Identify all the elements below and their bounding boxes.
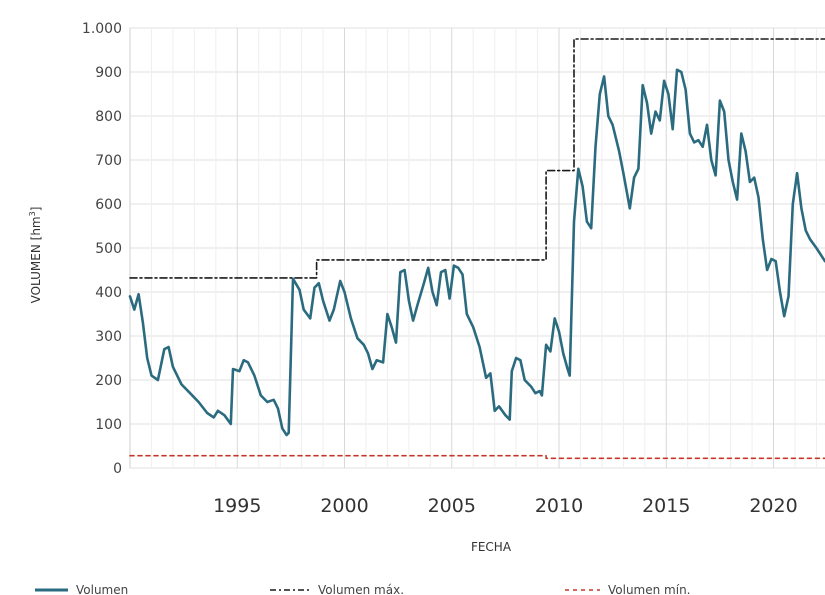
y-tick-label-0: 0 xyxy=(113,461,122,477)
series-line-volumen-m-n xyxy=(129,454,825,460)
y-tick-label-600: 600 xyxy=(95,197,122,213)
y-tick-label-800: 800 xyxy=(95,109,122,125)
series-line-volumen xyxy=(128,68,825,437)
y-tick-label-100: 100 xyxy=(95,417,122,433)
y-tick-label-500: 500 xyxy=(95,241,122,257)
series-line-volumen-m-x xyxy=(129,38,825,279)
y-axis-label-close: ] xyxy=(29,207,43,212)
x-axis-label: FECHA xyxy=(471,540,512,554)
y-tick-label-1000: 1.000 xyxy=(82,21,122,37)
y-axis-label-superscript: 3 xyxy=(28,211,37,216)
y-tick-label-300: 300 xyxy=(95,329,122,345)
legend: Volumen Volumen máx. Volumen mín. xyxy=(35,583,691,595)
legend-item-volumen-min: Volumen mín. xyxy=(565,583,691,595)
legend-item-volumen: Volumen xyxy=(35,583,128,595)
x-tick-label-2010: 2010 xyxy=(535,495,583,517)
series-lines xyxy=(128,38,825,460)
y-axis-label: VOLUMEN [hm3] xyxy=(28,207,43,304)
x-tick-label-2015: 2015 xyxy=(642,495,690,517)
y-tick-labels: 0 100 200 300 400 500 600 700 800 900 1.000 xyxy=(82,21,122,477)
y-tick-label-900: 900 xyxy=(95,65,122,81)
x-tick-label-1995: 1995 xyxy=(213,495,261,517)
y-tick-label-400: 400 xyxy=(95,285,122,301)
legend-item-volumen-max: Volumen máx. xyxy=(270,583,404,595)
x-tick-label-2020: 2020 xyxy=(749,495,797,517)
y-tick-label-700: 700 xyxy=(95,153,122,169)
legend-label-volumen: Volumen xyxy=(76,583,128,595)
grid xyxy=(129,27,825,469)
legend-label-volumen-max: Volumen máx. xyxy=(318,583,404,595)
y-tick-label-200: 200 xyxy=(95,373,122,389)
y-axis-label-main: VOLUMEN [hm xyxy=(29,216,43,303)
legend-label-volumen-min: Volumen mín. xyxy=(608,583,691,595)
x-tick-label-2000: 2000 xyxy=(320,495,368,517)
x-tick-label-2005: 2005 xyxy=(428,495,476,517)
x-tick-labels: 1995 2000 2005 2010 2015 2020 xyxy=(213,495,798,517)
